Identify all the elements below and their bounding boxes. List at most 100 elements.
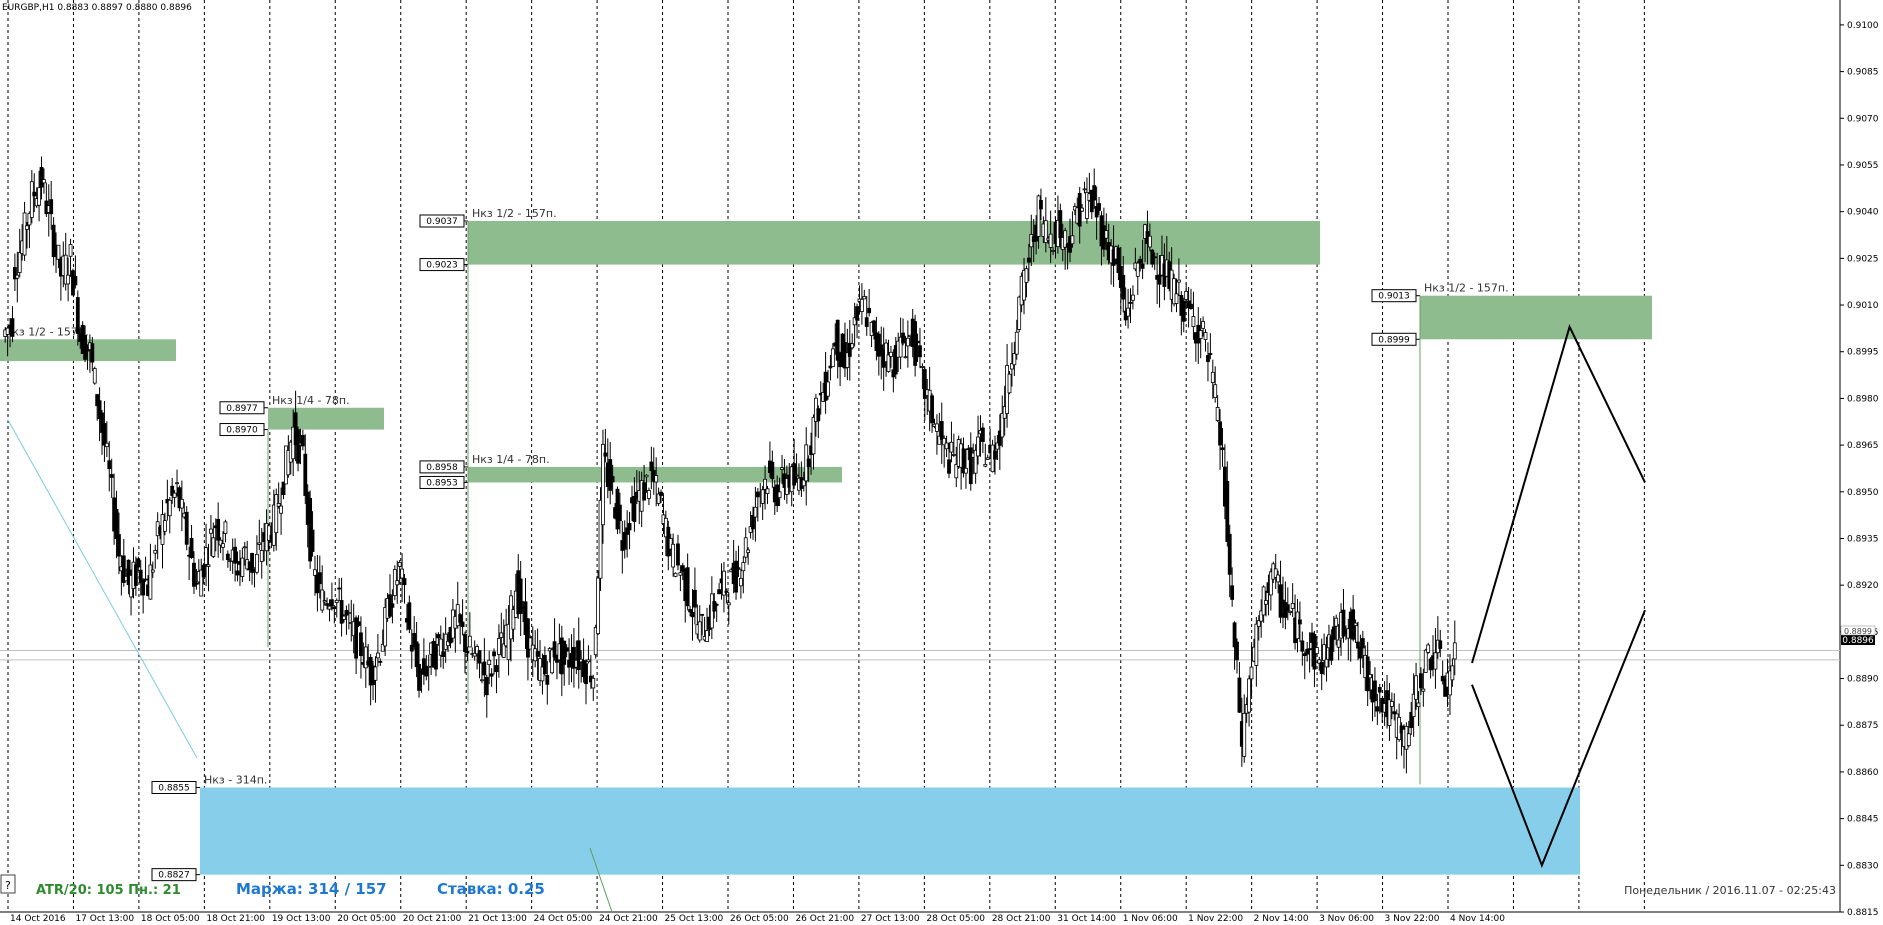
candle-body [671,543,676,568]
candle-body [148,564,153,600]
candle-body [806,458,811,468]
current-price-label: 0.8896 [1842,636,1874,646]
candle-body [830,348,835,368]
price-tick-label: 0.8980 [1847,394,1879,404]
trend-line[interactable] [7,419,198,759]
price-marker-2: 0.8899 [1840,625,1876,636]
candle-body [1227,533,1232,575]
candle-body [1264,600,1268,605]
candle-body [1131,294,1135,301]
candle-body [1092,185,1097,201]
candle-body [107,460,112,470]
price-tick-label: 0.8875 [1847,721,1879,731]
candle-body [424,665,429,677]
candle-body [477,650,482,664]
candle-body [279,505,283,514]
candle-body [1012,353,1017,366]
time-tick-label: 4 Nov 14:00 [1450,914,1505,924]
candle-body [143,578,148,581]
candle-body [354,617,359,659]
candle-body [748,526,753,533]
candle-body [576,640,581,671]
help-icon[interactable]: ? [5,879,11,892]
help-button[interactable] [0,874,16,894]
time-tick-label: 24 Oct 05:00 [534,914,593,924]
plot-area[interactable] [0,0,1840,912]
candle-body [954,464,959,479]
candle-body [317,572,322,585]
candle-body [1448,670,1452,696]
candle-body [751,515,755,530]
candle-body [32,191,37,197]
candle-body [1392,711,1397,715]
candle-body [1051,250,1055,252]
zone-rect [468,220,1320,265]
price-tick-label: 0.8860 [1847,768,1879,778]
candle-body [1048,233,1053,248]
candle-body [286,450,291,476]
candle-body [736,567,741,570]
candle-body [117,534,121,557]
candle-body [501,643,506,658]
candle-body [29,181,34,218]
candle-body [346,612,351,614]
zone-rect [1420,295,1652,340]
candle-body [39,167,44,188]
candle-body [893,345,898,375]
candle-body [438,638,443,656]
candle-body [487,659,492,666]
candle-body [484,676,489,696]
price-tick-label: 0.8950 [1847,488,1879,498]
candle-body [1089,189,1094,213]
candle-body [1341,609,1346,637]
candle-body [1237,677,1242,713]
candle-body [601,443,605,526]
candle-body [889,351,893,357]
time-tick-label: 2 Nov 14:00 [1254,914,1309,924]
candle-body [95,394,100,407]
candle-body [407,602,412,630]
candle-body [1058,210,1063,239]
candle-body [51,224,56,258]
candle-body [42,179,46,184]
candle-body [199,569,204,597]
candle-body [150,569,155,573]
candle-body [528,637,533,650]
trend-line-green[interactable] [589,847,613,913]
candle-body [267,525,271,541]
candle-body [859,298,864,312]
time-tick-label: 20 Oct 05:00 [337,914,396,924]
candle-body [700,613,705,616]
time-axis: 14 Oct 2016 17 Oct 13:00 18 Oct 05:00 18 Oc… [10,914,1505,924]
zone-price-label: 0.9013 [1378,292,1410,302]
price-tick-label: 0.8965 [1847,441,1879,451]
candle-body [1307,648,1312,651]
candle-body [467,635,472,648]
candle-body [867,307,872,314]
candle-body [1097,203,1101,211]
candle-body [378,660,383,663]
forecast-path [1471,324,1646,664]
candle-body [175,482,179,485]
candle-body [293,412,298,446]
candle-body [1281,599,1285,605]
candle-body [1406,733,1411,747]
candle-body [223,521,228,534]
candle-body [884,342,888,363]
candle-body [259,550,264,562]
candle-body [1322,644,1327,661]
price-tick-label: 0.8845 [1847,815,1879,825]
candle-body [1368,674,1372,679]
price-tick-label: 0.8890 [1847,675,1879,685]
candle-body [918,345,922,358]
candle-body [763,478,767,490]
candle-body [1189,303,1193,310]
candle-body [1452,642,1457,660]
candle-body [961,448,966,474]
candle-body [332,607,337,610]
candle-body [765,488,770,494]
candle-body [903,356,908,359]
candle-body [414,641,419,668]
candle-body [976,436,980,457]
